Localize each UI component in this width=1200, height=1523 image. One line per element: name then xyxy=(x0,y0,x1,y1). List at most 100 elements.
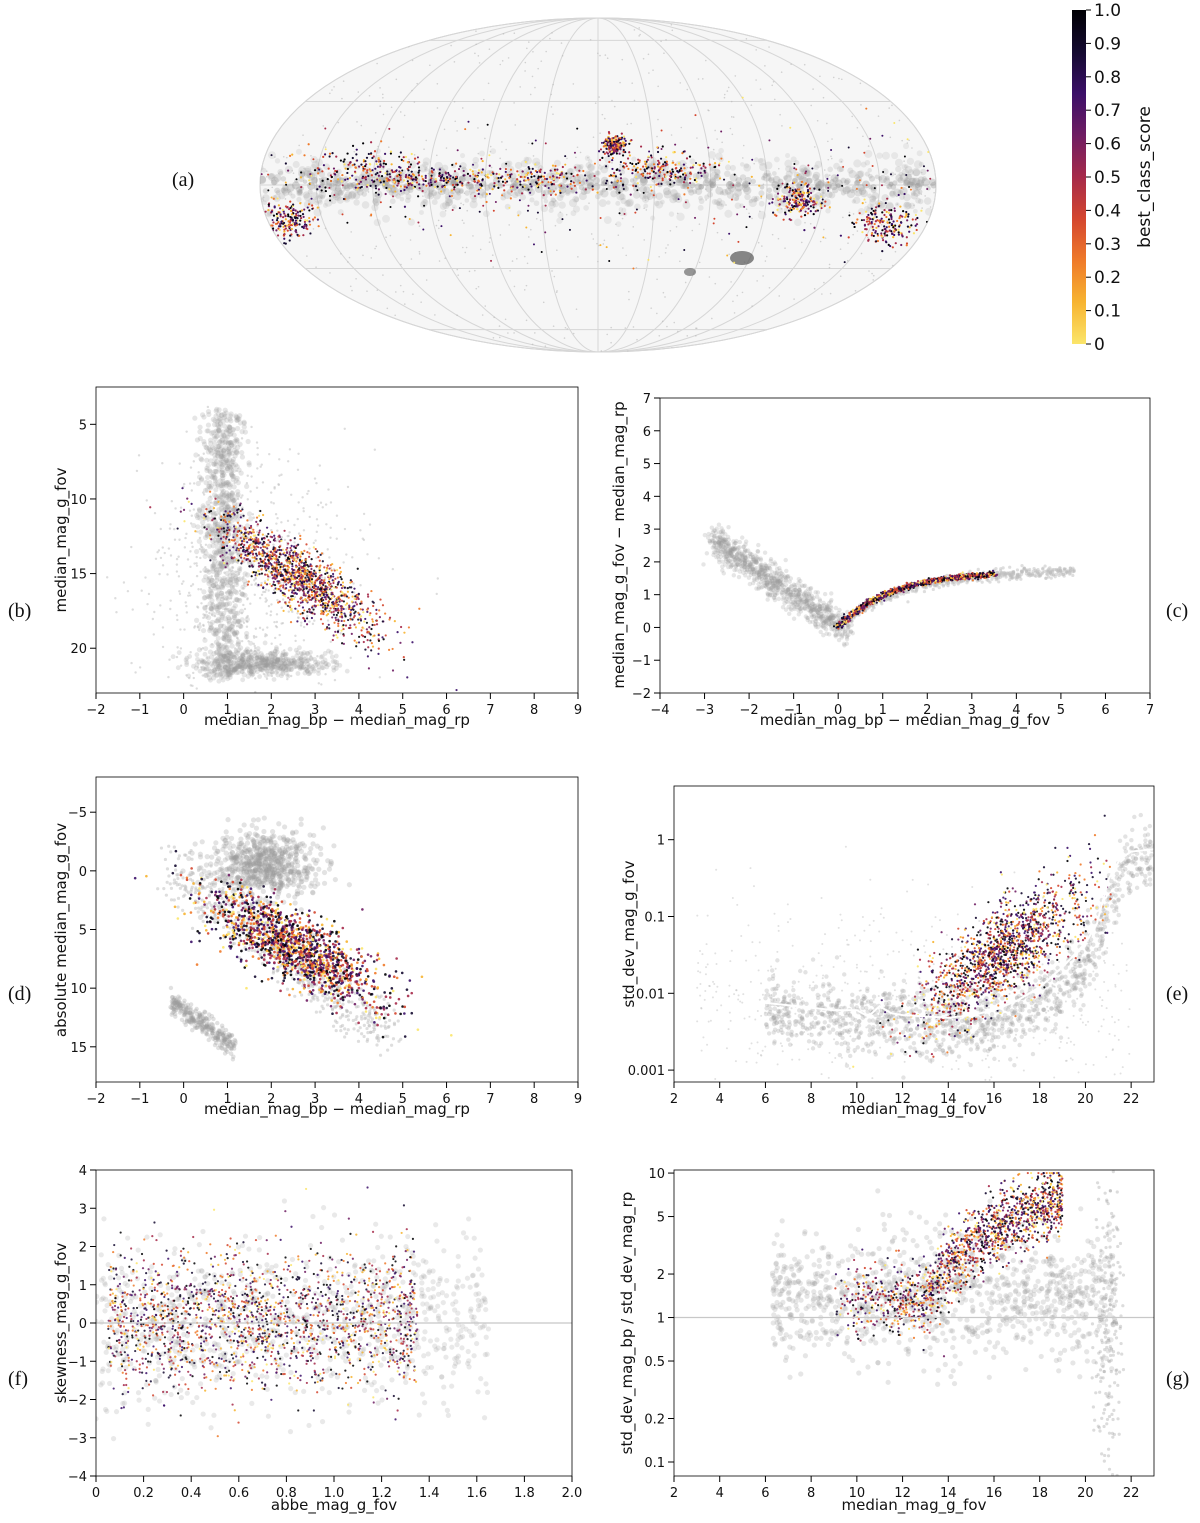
sky-candidate-point xyxy=(573,151,576,154)
sky-field-star xyxy=(603,117,606,120)
bg-density-mark xyxy=(229,667,235,673)
sky-density-mark xyxy=(803,166,811,174)
sky-candidate-point xyxy=(654,172,657,175)
sky-candidate-point xyxy=(926,187,929,190)
sky-field-star xyxy=(780,71,783,73)
sky-density-mark xyxy=(727,180,733,186)
sky-density-mark xyxy=(709,163,717,171)
sky-field-star xyxy=(282,155,285,158)
bg-density-mark xyxy=(204,531,210,537)
sky-candidate-point xyxy=(900,243,903,247)
sky-field-star xyxy=(502,33,505,35)
bg-density-mark xyxy=(204,487,210,493)
bg-density-mark xyxy=(231,432,237,438)
bg-density-mark xyxy=(226,496,232,502)
sky-field-star xyxy=(416,82,418,85)
sky-field-star xyxy=(350,231,352,233)
sky-field-star xyxy=(685,162,687,165)
sky-density-mark xyxy=(481,191,488,198)
sky-field-star xyxy=(903,346,906,349)
sky-density-mark xyxy=(317,199,323,205)
bg-density-mark xyxy=(233,477,239,483)
sky-candidate-point xyxy=(399,178,402,181)
bg-density-mark xyxy=(219,472,226,479)
sky-field-star xyxy=(921,207,923,209)
sky-candidate-point xyxy=(335,171,338,174)
sky-candidate-point xyxy=(376,171,379,175)
bg-density-mark xyxy=(217,461,224,467)
sky-density-mark xyxy=(407,186,414,193)
sky-field-star xyxy=(923,111,925,114)
bg-density-mark xyxy=(268,651,274,657)
bg-density-mark xyxy=(207,479,213,486)
sky-candidate-point xyxy=(626,157,630,160)
bg-density-mark xyxy=(217,540,223,546)
sky-candidate-point xyxy=(478,210,481,213)
sky-candidate-point xyxy=(807,207,810,210)
bg-density-mark xyxy=(294,653,300,659)
bg-density-mark xyxy=(311,666,317,672)
sky-field-star xyxy=(920,193,923,195)
bg-density-mark xyxy=(343,427,346,430)
sky-density-mark xyxy=(631,156,637,162)
sky-field-star xyxy=(332,185,335,187)
bg-density-mark xyxy=(271,661,277,667)
bg-density-mark xyxy=(229,472,235,478)
sky-density-mark xyxy=(315,158,323,167)
sky-candidate-point xyxy=(363,167,366,171)
bg-density-mark xyxy=(235,502,241,508)
bg-density-mark xyxy=(223,436,229,442)
sky-candidate-point xyxy=(295,231,298,234)
sky-candidate-point xyxy=(636,166,639,169)
sky-candidate-point xyxy=(291,153,294,156)
sky-candidate-point xyxy=(385,177,388,180)
sky-candidate-point xyxy=(867,223,870,226)
bg-density-mark xyxy=(228,669,234,675)
sky-candidate-point xyxy=(608,150,611,154)
bg-density-mark xyxy=(242,571,248,577)
sky-density-mark xyxy=(620,169,626,175)
sky-density-mark xyxy=(540,178,550,187)
sky-field-star xyxy=(604,54,607,56)
sky-field-star xyxy=(297,306,300,309)
bg-density-mark xyxy=(207,626,214,632)
bg-density-mark xyxy=(212,418,218,424)
sky-field-star xyxy=(768,46,770,48)
sky-field-star xyxy=(838,25,841,28)
sky-field-star xyxy=(561,54,564,57)
sky-field-star xyxy=(341,71,344,74)
sky-candidate-point xyxy=(909,188,912,191)
sky-density-mark xyxy=(844,178,851,185)
bg-density-mark xyxy=(214,575,217,578)
bg-density-mark xyxy=(212,552,218,558)
bg-density-mark xyxy=(131,608,134,611)
bg-density-mark xyxy=(210,583,216,589)
sky-field-star xyxy=(488,48,491,51)
sky-field-star xyxy=(610,341,612,344)
sky-density-mark xyxy=(908,177,916,186)
bg-density-mark xyxy=(235,610,241,616)
bg-density-mark xyxy=(291,658,297,664)
sky-field-star xyxy=(856,230,859,232)
sky-density-mark xyxy=(920,168,927,176)
bg-density-mark xyxy=(229,467,235,473)
sky-field-star xyxy=(848,211,851,214)
bg-density-mark xyxy=(275,653,278,657)
sky-density-mark xyxy=(391,186,399,194)
sky-density-mark xyxy=(533,200,540,207)
sky-density-mark xyxy=(635,172,643,180)
sky-candidate-point xyxy=(883,232,886,235)
sky-density-mark xyxy=(715,186,724,195)
sky-candidate-point xyxy=(526,209,529,212)
bg-density-mark xyxy=(216,574,219,578)
sky-field-star xyxy=(708,109,710,112)
colorbar-tick-label: 0.5 xyxy=(1094,168,1121,188)
sky-density-mark xyxy=(868,185,873,190)
sky-candidate-point xyxy=(308,179,311,182)
sky-density-mark xyxy=(352,192,361,200)
sky-candidate-point xyxy=(324,127,327,130)
bg-density-mark xyxy=(219,469,225,475)
sky-candidate-point xyxy=(429,181,432,184)
sky-field-star xyxy=(504,318,507,321)
bg-density-mark xyxy=(219,482,225,489)
